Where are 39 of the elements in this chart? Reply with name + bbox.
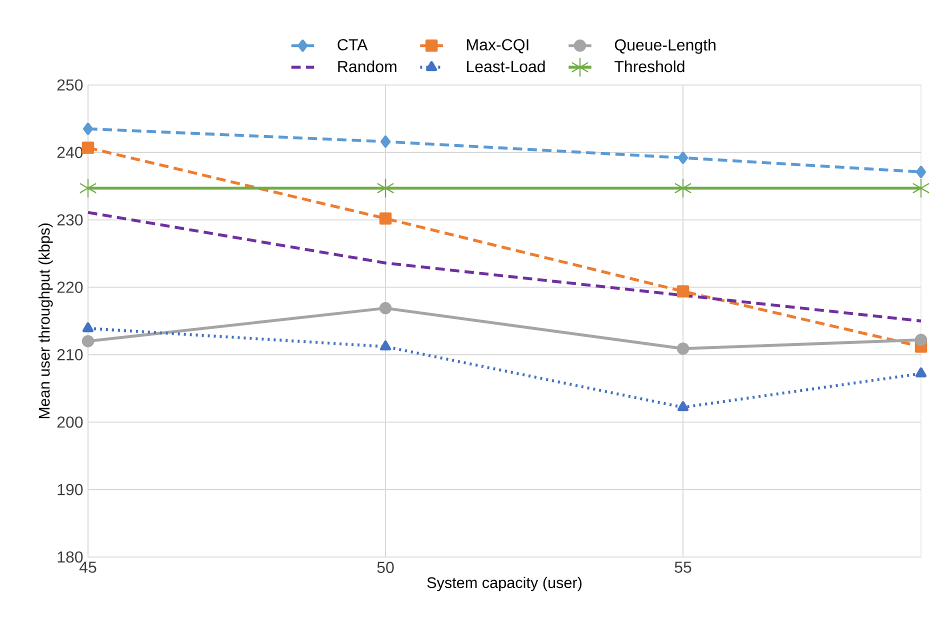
point <box>379 302 392 314</box>
point <box>674 178 692 198</box>
legend-label: Queue-Length <box>614 38 716 54</box>
point <box>380 135 390 148</box>
point <box>83 122 93 135</box>
legend-label: CTA <box>338 39 368 50</box>
point <box>678 152 688 164</box>
x-tick-label: 45 <box>79 562 96 573</box>
legend-label: Least-Load <box>467 60 545 72</box>
point <box>915 367 927 378</box>
legend-label: Max-CQI <box>467 39 528 54</box>
y-tick-label: 240 <box>57 146 83 158</box>
point <box>676 285 690 298</box>
y-tick-label: 180 <box>58 551 83 563</box>
x-axis-title: System capacity (user) <box>427 576 582 592</box>
y-tick-label: 200 <box>57 416 83 428</box>
legend-label: Threshold <box>614 60 684 72</box>
point <box>677 401 689 412</box>
point <box>82 322 94 332</box>
point <box>676 342 690 355</box>
x-tick-label: 55 <box>674 562 692 573</box>
point <box>912 178 930 198</box>
y-tick-label: 220 <box>57 282 83 293</box>
point <box>79 178 97 198</box>
point <box>379 212 392 225</box>
point <box>380 340 392 350</box>
point <box>376 178 394 198</box>
line-series <box>86 210 922 322</box>
point <box>916 166 926 178</box>
point <box>82 335 94 348</box>
x-tick-label: 50 <box>377 562 394 574</box>
legend-label: Random <box>338 60 396 72</box>
y-tick-label: 190 <box>58 484 83 496</box>
y-tick-label: 230 <box>57 214 83 226</box>
point <box>914 334 928 346</box>
point <box>82 142 94 154</box>
y-tick-label: 250 <box>57 79 83 91</box>
y-axis-title: Mean user throughput (kbps) <box>38 224 53 418</box>
y-tick-label: 210 <box>57 349 83 360</box>
